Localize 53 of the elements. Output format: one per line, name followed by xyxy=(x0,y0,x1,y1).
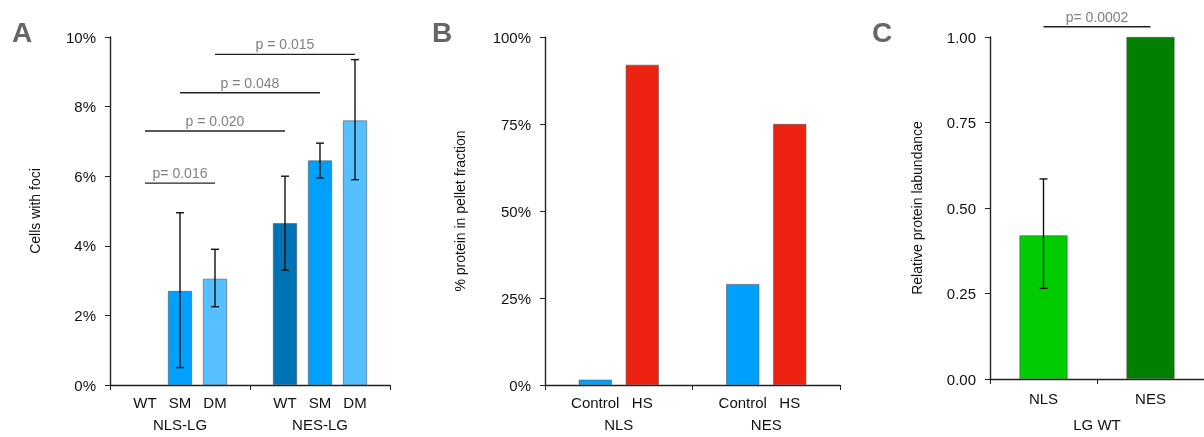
x-tick-label: NLS xyxy=(604,416,634,433)
y-tick-label: 10% xyxy=(65,28,96,46)
text: p= 0.0002 xyxy=(1065,8,1129,25)
bar xyxy=(343,120,367,385)
text: SM xyxy=(308,394,332,411)
bar xyxy=(726,284,760,385)
annotation: p= 0.016 xyxy=(152,165,208,182)
y-axis-title: Cells with foci xyxy=(27,168,43,254)
x-tick-label: NES xyxy=(1135,390,1166,407)
y-tick-label: 0.25 xyxy=(946,285,976,302)
series-label: SM xyxy=(168,394,192,411)
y-tick-label: 6% xyxy=(74,167,96,185)
y-tick-label: 2% xyxy=(74,306,96,324)
y-tick-label: 25% xyxy=(500,289,531,307)
y-tick-label: 75% xyxy=(500,115,531,133)
bar xyxy=(308,160,332,385)
y-tick-label: 0% xyxy=(509,376,531,394)
chart-title: B xyxy=(432,16,453,48)
y-tick-label: 1.00 xyxy=(946,28,976,46)
y-axis-title: Relative protein labundance xyxy=(909,121,925,295)
chart-title: C xyxy=(872,16,893,48)
text: DM xyxy=(343,394,367,411)
x-tick-label: NES-LG xyxy=(292,416,348,433)
bar xyxy=(168,291,192,385)
y-tick-label: 100% xyxy=(492,28,531,46)
y-tick-label: 8% xyxy=(74,98,96,116)
y-tick-label: 0.75 xyxy=(946,114,976,131)
text: Control xyxy=(718,394,767,411)
x-axis-title: LG WT xyxy=(1073,416,1121,433)
x-tick-label: NLS-LG xyxy=(152,416,208,433)
series-label: HS xyxy=(631,394,653,411)
annotation: p = 0.048 xyxy=(220,74,280,91)
y-tick-label: 0.00 xyxy=(946,370,976,388)
annotation: p = 0.020 xyxy=(185,112,245,129)
y-tick-label: 0% xyxy=(74,376,96,394)
series-label: WT xyxy=(273,394,297,411)
y-tick-label: 4% xyxy=(74,237,96,255)
bar xyxy=(578,379,612,385)
series-label: Control xyxy=(571,394,620,411)
text: HS xyxy=(779,394,801,411)
y-tick-label: 0.50 xyxy=(946,199,976,217)
y-tick-label: 50% xyxy=(500,202,531,220)
y-axis-title: % protein in pellet fraction xyxy=(452,130,468,292)
bar xyxy=(203,278,227,385)
x-tick-label: NLS xyxy=(1028,390,1059,407)
annotation: p = 0.015 xyxy=(255,36,315,53)
chart-title: A xyxy=(12,16,33,48)
series-label: DM xyxy=(203,394,227,411)
bar xyxy=(273,223,297,385)
text: WT xyxy=(133,394,157,411)
bar xyxy=(773,124,807,385)
bar xyxy=(625,64,659,385)
x-tick-label: NES xyxy=(750,416,782,433)
